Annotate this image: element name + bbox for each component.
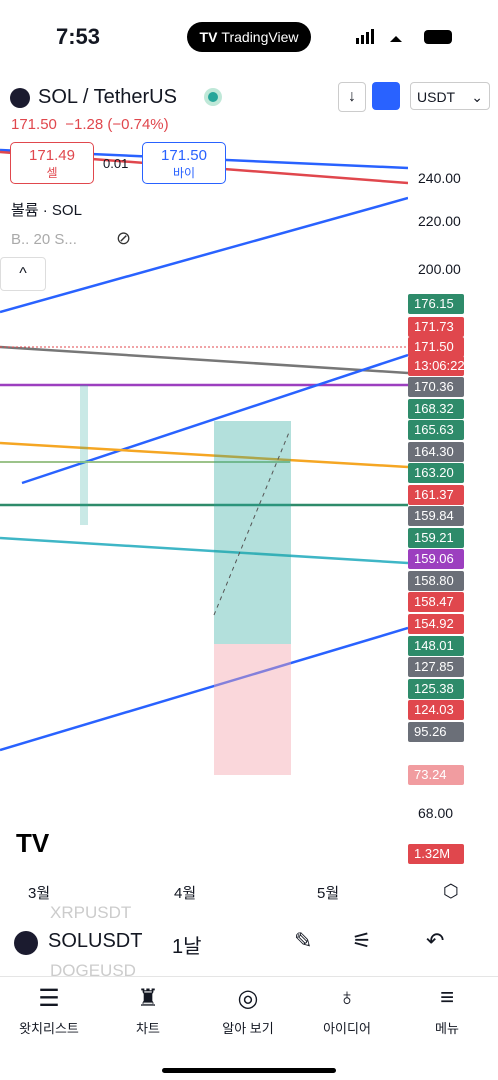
price-badge: 127.85 [408, 657, 464, 677]
nav-label[interactable]: 왓치리스트 [19, 1021, 79, 1036]
nav-icon[interactable]: ☰ [38, 985, 60, 1012]
x-label: 4월 [174, 885, 197, 902]
price-badge: 161.37 [408, 485, 464, 505]
hide-icon[interactable]: ⊘ [116, 228, 132, 248]
price-badge: 159.84 [408, 506, 464, 526]
buy-price: 171.50 [161, 147, 207, 164]
status-dot [204, 88, 222, 106]
price-badge: 171.50 [408, 337, 464, 357]
divider [0, 976, 498, 977]
price-badge: 154.92 [408, 614, 464, 634]
quote: 171.50 −1.28 (−0.74%) [11, 116, 169, 133]
sell-button[interactable]: 171.49 셀 [10, 142, 94, 184]
nav-icon[interactable]: ♁ [338, 984, 356, 1011]
price-badge: 13:06:22 [408, 356, 465, 376]
price-label: 200.00 [418, 261, 461, 277]
price-badge: 163.20 [408, 463, 464, 483]
spread: 0.01 [103, 156, 129, 171]
nav-label[interactable]: 메뉴 [435, 1021, 459, 1036]
clock: 7:53 [56, 24, 101, 49]
coin-icon [14, 931, 38, 955]
price-badge: 158.80 [408, 571, 464, 591]
price: 171.50 [11, 116, 57, 133]
price-badge: 168.32 [408, 399, 464, 419]
ghost-symbol: XRPUSDT [50, 903, 132, 922]
change: −1.28 (−0.74%) [65, 116, 169, 133]
x-label: 3월 [28, 885, 51, 902]
app-name: TradingView [221, 29, 299, 45]
price-badge: 170.36 [408, 377, 464, 397]
price-label: 220.00 [418, 213, 461, 229]
undo[interactable]: ↶ [426, 928, 445, 953]
price-badge: 159.21 [408, 528, 464, 548]
currency: USDT [417, 89, 456, 105]
layout-button[interactable] [372, 82, 400, 110]
interval[interactable]: 1날 [172, 936, 202, 958]
buy-label: 바이 [172, 166, 196, 180]
ghost-symbol: DOGEUSD [50, 961, 136, 980]
nav-icon[interactable]: ≡ [439, 984, 454, 1011]
volume-badge: 73.24 [408, 765, 464, 785]
settings-button[interactable]: ⬡ [443, 881, 459, 901]
ma-indicator: B.. 20 S... [11, 231, 77, 248]
sell-label: 셀 [46, 166, 58, 180]
coin-icon [10, 88, 30, 108]
home-indicator [162, 1068, 336, 1073]
app-pill: TV TradingView [187, 22, 311, 52]
volume-badge: 1.32M [408, 844, 464, 864]
indicator-tool[interactable]: ⚟ [352, 928, 372, 953]
nav-icon[interactable]: ♜ [137, 985, 159, 1012]
price-badge: 171.73 [408, 317, 464, 337]
price-badge: 176.15 [408, 294, 464, 314]
svg-text:TV: TV [16, 828, 50, 858]
collapse-button[interactable]: ^ [0, 257, 46, 291]
nav-label[interactable]: 알아 보기 [222, 1021, 274, 1036]
symbol[interactable]: SOL / TetherUS [38, 86, 177, 108]
price-badge: 158.47 [408, 592, 464, 612]
draw-tool[interactable]: ✎ [294, 928, 313, 953]
nav-label[interactable]: 아이디어 [323, 1021, 371, 1036]
price-badge: 159.06 [408, 549, 464, 569]
status-icons [356, 29, 452, 44]
price-badge: 148.01 [408, 636, 464, 656]
down-button[interactable]: ↓ [338, 82, 366, 112]
volume-indicator: 볼륨 · SOL [11, 202, 82, 219]
price-badge: 164.30 [408, 442, 464, 462]
price-label: 240.00 [418, 170, 461, 186]
volume-label: 68.00 [418, 805, 454, 821]
nav-label[interactable]: 차트 [136, 1021, 160, 1036]
currency-select[interactable]: USDT ⌄ [410, 82, 490, 110]
price-badge: 165.63 [408, 420, 464, 440]
price-badge: 95.26 [408, 722, 464, 742]
x-label: 5월 [317, 885, 340, 902]
price-badge: 125.38 [408, 679, 464, 699]
nav-icon[interactable]: ◎ [237, 985, 259, 1012]
sell-price: 171.49 [29, 147, 75, 164]
chart: TV [0, 148, 408, 858]
buy-button[interactable]: 171.50 바이 [142, 142, 226, 184]
price-badge: 124.03 [408, 700, 464, 720]
toolbar-symbol[interactable]: SOLUSDT [48, 930, 143, 952]
